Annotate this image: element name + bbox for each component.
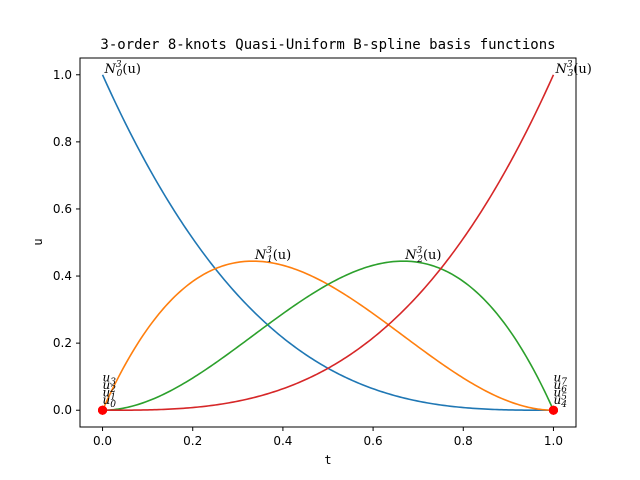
y-tick-label: 0.4 — [53, 269, 72, 283]
curve-label-2: N3 2(u) — [404, 246, 441, 265]
x-tick-label: 0.4 — [273, 434, 292, 448]
series-line-1 — [101, 260, 554, 412]
y-tick-label: 0.6 — [53, 202, 72, 216]
curve-label-0: N3 0(u) — [104, 60, 141, 79]
knot-point — [98, 405, 108, 415]
x-tick-label: 0.2 — [183, 434, 202, 448]
curve-label-1: N3 1(u) — [254, 246, 291, 265]
knot-label: u2 — [103, 378, 117, 395]
x-axis-label: t — [324, 453, 331, 467]
series-line-0 — [101, 74, 554, 412]
curve-label-3: N3 3(u) — [554, 60, 591, 79]
knot-label: u6 — [553, 378, 567, 395]
y-tick-label: 1.0 — [53, 68, 72, 82]
knot-label: u0 — [103, 393, 117, 410]
series-line-3 — [102, 74, 555, 412]
knot-label: u4 — [553, 393, 567, 410]
y-axis: 0.0 0.2 0.4 0.6 0.8 1.0 — [53, 68, 80, 417]
plot-area — [79, 57, 577, 428]
y-axis-label: u — [31, 238, 45, 245]
series-layer — [101, 74, 555, 412]
series-line-2 — [102, 260, 555, 412]
chart-title: 3-order 8-knots Quasi-Uniform B-spline b… — [100, 37, 555, 53]
curve-labels: N3 0(u) N3 1(u) N3 2(u) N3 3(u) — [104, 60, 592, 265]
knot-label: u3 — [103, 371, 117, 388]
knot-label: u1 — [103, 386, 116, 403]
knot-label: u7 — [553, 371, 567, 388]
x-tick-label: 1.0 — [544, 434, 563, 448]
y-tick-label: 0.0 — [53, 403, 72, 417]
x-tick-label: 0.8 — [454, 434, 473, 448]
y-tick-label: 0.2 — [53, 336, 72, 350]
knot-label: u5 — [553, 386, 567, 403]
x-tick-label: 0.0 — [93, 434, 112, 448]
knot-point — [548, 405, 558, 415]
x-tick-label: 0.6 — [364, 434, 383, 448]
y-tick-label: 0.8 — [53, 135, 72, 149]
x-axis: 0.0 0.2 0.4 0.6 0.8 1.0 — [93, 427, 563, 448]
